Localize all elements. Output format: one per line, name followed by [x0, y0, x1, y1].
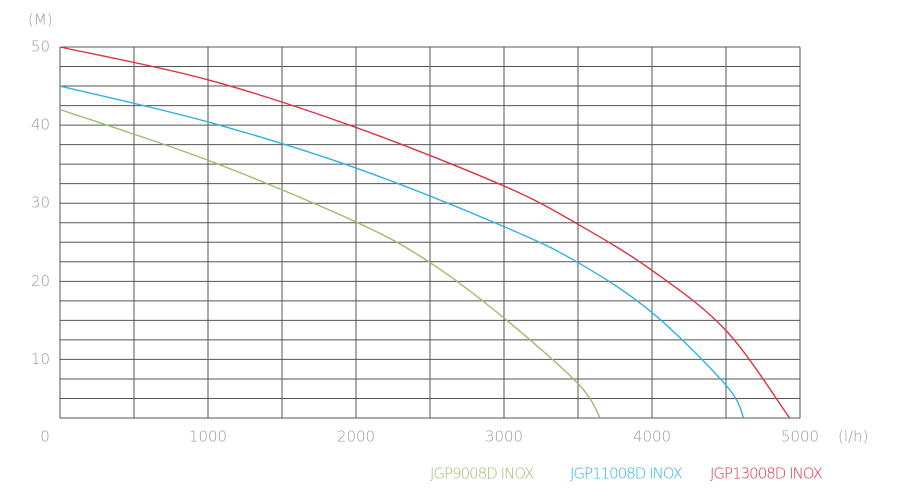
x-tick-label: 0 — [40, 428, 50, 446]
legend-entry: JGP9008D INOX — [430, 465, 534, 483]
curve — [59, 85, 745, 419]
x-tick-label: 2000 — [337, 428, 375, 446]
y-unit: (M) — [28, 11, 53, 29]
legend-entry: JGP11008D INOX — [570, 465, 683, 483]
y-tick-label: 30 — [31, 194, 50, 212]
y-tick-label: 10 — [31, 350, 50, 368]
curve — [59, 46, 791, 419]
curve — [59, 108, 601, 419]
x-tick-label: 3000 — [485, 428, 523, 446]
x-tick-label: 1000 — [189, 428, 227, 446]
x-tick-label: 5000 — [781, 428, 819, 446]
x-unit: (l/h) — [838, 428, 868, 446]
legend-entry: JGP13008D INOX — [710, 465, 823, 483]
y-tick-label: 50 — [31, 38, 50, 56]
x-tick-label: 4000 — [633, 428, 671, 446]
y-tick-label: 20 — [31, 272, 50, 290]
y-tick-label: 40 — [31, 116, 50, 134]
